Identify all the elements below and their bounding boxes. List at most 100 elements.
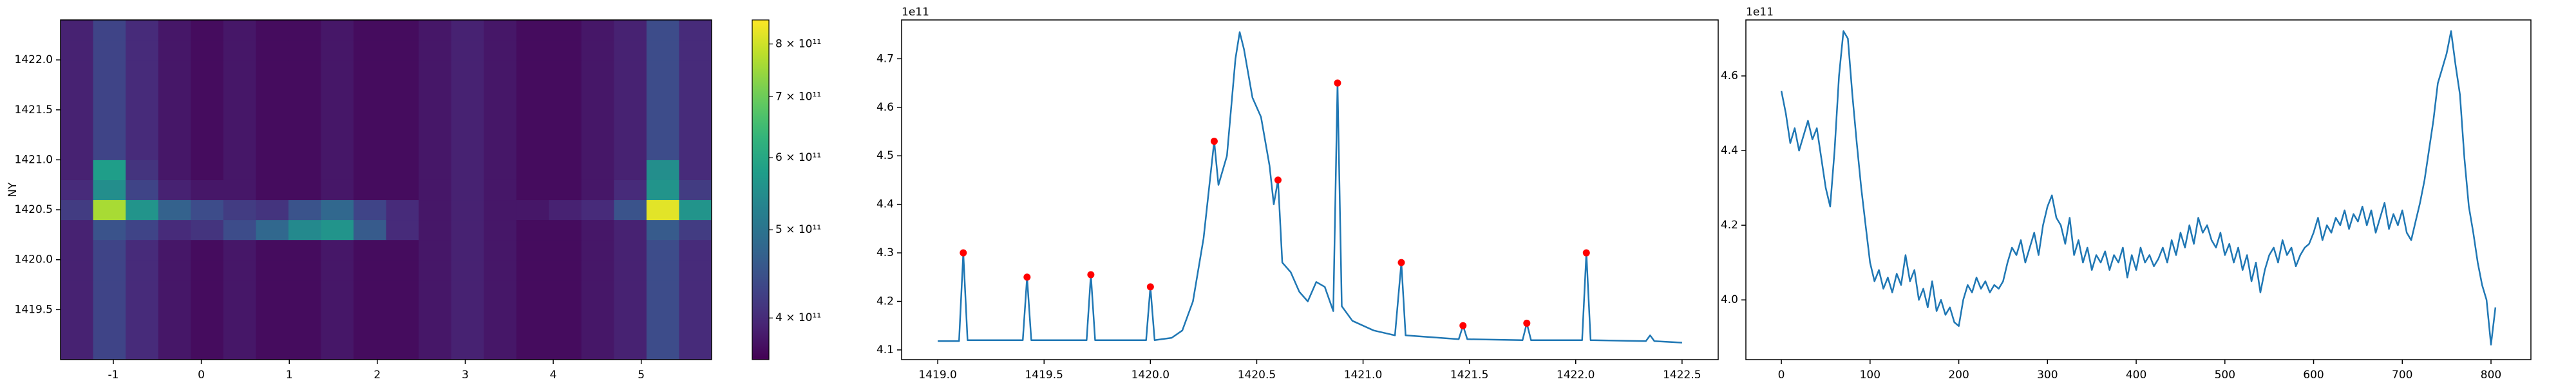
heatmap-cell bbox=[646, 80, 679, 100]
heatmap-cell bbox=[516, 219, 549, 241]
heatmap-cell bbox=[61, 199, 94, 221]
heatmap-cell bbox=[451, 279, 484, 300]
heatmap-cell bbox=[549, 339, 582, 360]
heatmap-cell bbox=[256, 140, 289, 160]
heatmap-cell bbox=[288, 219, 321, 241]
heatmap-cell bbox=[679, 60, 712, 80]
peak-marker bbox=[960, 249, 967, 257]
heatmap-cell bbox=[223, 319, 256, 340]
colorbar-tick-label: 4 × 10¹¹ bbox=[775, 311, 821, 324]
heatmap-cell bbox=[549, 299, 582, 320]
heatmap-cell bbox=[549, 20, 582, 41]
heatmap-cell bbox=[321, 299, 354, 320]
y-tick-label: 4.5 bbox=[876, 149, 894, 162]
heatmap-cell bbox=[646, 219, 679, 241]
heatmap-cell bbox=[516, 80, 549, 100]
heatmap-cell bbox=[256, 160, 289, 180]
peak-marker bbox=[1274, 176, 1282, 184]
heatmap-cell bbox=[646, 239, 679, 261]
y-tick-label: 4.1 bbox=[876, 344, 894, 356]
heatmap-cell bbox=[484, 60, 517, 80]
heatmap-cell bbox=[321, 199, 354, 221]
heatmap-cell bbox=[126, 279, 159, 300]
heatmap-cell bbox=[223, 120, 256, 140]
heatmap-cell bbox=[93, 259, 126, 280]
heatmap-cell bbox=[93, 120, 126, 140]
y-tick-label: 1419.5 bbox=[15, 303, 53, 316]
heatmap-cell bbox=[158, 199, 191, 221]
heatmap-cell bbox=[353, 20, 386, 41]
heatmap-cell bbox=[321, 120, 354, 140]
heatmap-cell bbox=[256, 60, 289, 80]
heatmap-cell bbox=[484, 239, 517, 261]
heatmap-cell bbox=[386, 299, 419, 320]
heatmap-cell bbox=[353, 60, 386, 80]
heatmap-cell bbox=[191, 199, 224, 221]
heatmap-cell bbox=[419, 120, 452, 140]
heatmap-cell bbox=[126, 199, 159, 221]
heatmap-cell bbox=[451, 319, 484, 340]
heatmap-cell bbox=[516, 40, 549, 60]
heatmap-cell bbox=[93, 199, 126, 221]
heatmap-cell bbox=[516, 259, 549, 280]
heatmap-cell bbox=[614, 259, 647, 280]
heatmap-cell bbox=[288, 100, 321, 120]
heatmap-cell bbox=[646, 20, 679, 41]
heatmap-cell bbox=[126, 339, 159, 360]
heatmap-cell bbox=[581, 339, 614, 360]
heatmap-cell bbox=[614, 120, 647, 140]
peak-marker bbox=[1523, 319, 1531, 327]
heatmap-cell bbox=[158, 40, 191, 60]
heatmap-cell bbox=[419, 299, 452, 320]
heatmap-cell bbox=[516, 299, 549, 320]
heatmap-cell bbox=[549, 100, 582, 120]
heatmap-cell bbox=[256, 339, 289, 360]
heatmap-cell bbox=[646, 40, 679, 60]
y-tick-label: 1420.0 bbox=[15, 253, 53, 266]
heatmap-cell bbox=[581, 179, 614, 201]
heatmap-cell bbox=[451, 160, 484, 180]
heatmap-cell bbox=[646, 319, 679, 340]
heatmap-cell bbox=[256, 80, 289, 100]
heatmap-cell bbox=[321, 160, 354, 180]
heatmap-cell bbox=[191, 259, 224, 280]
x-tick-label: 200 bbox=[1948, 369, 1969, 381]
y-tick-label: 4.6 bbox=[1721, 69, 1738, 82]
heatmap-cell bbox=[581, 40, 614, 60]
heatmap-cell bbox=[93, 20, 126, 41]
heatmap-cell bbox=[126, 219, 159, 241]
heatmap-cell bbox=[614, 160, 647, 180]
heatmap-cell bbox=[126, 319, 159, 340]
heatmap-cell bbox=[451, 179, 484, 201]
heatmap-cell bbox=[386, 140, 419, 160]
y-tick-label: 1421.5 bbox=[15, 104, 53, 116]
heatmap-cell bbox=[223, 80, 256, 100]
x-tick-label: 800 bbox=[2481, 369, 2501, 381]
heatmap-cell bbox=[386, 179, 419, 201]
heatmap-cell bbox=[191, 179, 224, 201]
heatmap-cell bbox=[191, 80, 224, 100]
heatmap-cell bbox=[581, 100, 614, 120]
heatmap-cell bbox=[191, 20, 224, 41]
y-tick-label: 4.7 bbox=[876, 52, 894, 65]
heatmap-cell bbox=[353, 219, 386, 241]
heatmap-cell bbox=[419, 80, 452, 100]
heatmap-cell bbox=[386, 259, 419, 280]
heatmap-cell bbox=[158, 60, 191, 80]
peak-marker bbox=[1334, 79, 1341, 87]
heatmap-cell bbox=[419, 160, 452, 180]
heatmap-cell bbox=[93, 279, 126, 300]
heatmap-cell bbox=[223, 279, 256, 300]
heatmap-cell bbox=[679, 100, 712, 120]
heatmap-cell bbox=[353, 199, 386, 221]
offset-text: 1e11 bbox=[1746, 6, 1774, 19]
heatmap-cell bbox=[256, 219, 289, 241]
heatmap-cell bbox=[61, 239, 94, 261]
heatmap-cell bbox=[353, 279, 386, 300]
heatmap-cell bbox=[516, 279, 549, 300]
heatmap-cell bbox=[614, 319, 647, 340]
heatmap-cell bbox=[419, 259, 452, 280]
heatmap-cell bbox=[223, 239, 256, 261]
series-line bbox=[938, 31, 1682, 344]
heatmap-cell bbox=[646, 60, 679, 80]
